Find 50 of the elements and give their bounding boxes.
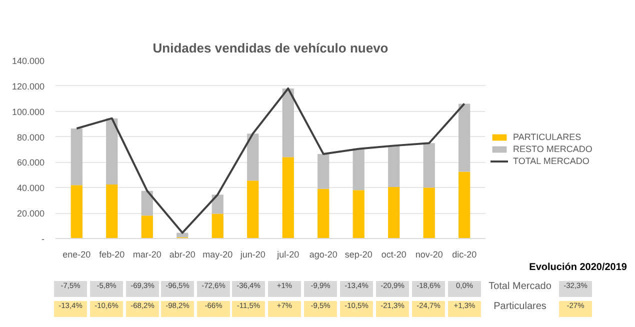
x-tick-label: ene-20: [62, 250, 91, 260]
bar: [423, 143, 435, 188]
y-tick-label: 60.000: [16, 158, 45, 168]
bar: [318, 188, 330, 238]
bar: [212, 214, 224, 238]
bar: [318, 154, 330, 189]
bar: [388, 146, 400, 188]
bar: [352, 190, 364, 238]
bar: [70, 128, 82, 186]
x-tick-label: jul-20: [276, 250, 300, 260]
y-tick-label: 80.000: [16, 132, 45, 142]
bar: [352, 148, 364, 190]
bar: [458, 104, 470, 172]
legend-label: RESTO MERCADO: [513, 144, 592, 154]
x-tick-label: feb-20: [99, 250, 125, 260]
x-tick-label: abr-20: [169, 250, 196, 260]
text: Evolución 2020/2019: [529, 262, 627, 273]
bar: [247, 134, 259, 181]
x-tick-label: ago-20: [309, 250, 338, 260]
bar: [458, 172, 470, 238]
y-tick-label: 40.000: [16, 183, 45, 194]
x-tick-label: dic-20: [452, 250, 477, 260]
x-tick-label: oct-20: [381, 250, 406, 260]
x-tick-label: jun-20: [239, 250, 266, 260]
bar: [282, 157, 294, 238]
bar: [106, 118, 118, 184]
bar: [423, 188, 435, 238]
x-tick-label: may-20: [202, 250, 233, 260]
y-tick-label: 20.000: [16, 208, 45, 219]
legend-label: TOTAL MERCADO: [513, 156, 590, 166]
bar: [106, 184, 118, 238]
y-tick-label: 120.000: [12, 81, 45, 92]
y-tick-label: -: [42, 234, 45, 244]
bar: [70, 185, 82, 238]
bar: [141, 190, 153, 216]
bar: [212, 194, 224, 214]
chart-title: Unidades vendidas de vehículo nuevo: [152, 40, 388, 56]
y-tick-label: 140.000: [12, 56, 45, 66]
legend-label: PARTICULARES: [513, 132, 582, 142]
text: Total Mercado: [488, 281, 552, 294]
bar: [141, 216, 153, 238]
y-tick-label: 100.000: [12, 106, 45, 117]
x-tick-label: mar-20: [132, 250, 162, 260]
text: Particulares: [492, 301, 548, 314]
x-tick-label: sep-20: [344, 250, 372, 260]
line-series: [76, 87, 466, 234]
bar: [388, 187, 400, 238]
bar: [247, 180, 259, 238]
x-tick-label: nov-20: [415, 250, 443, 260]
bar: [282, 88, 294, 158]
